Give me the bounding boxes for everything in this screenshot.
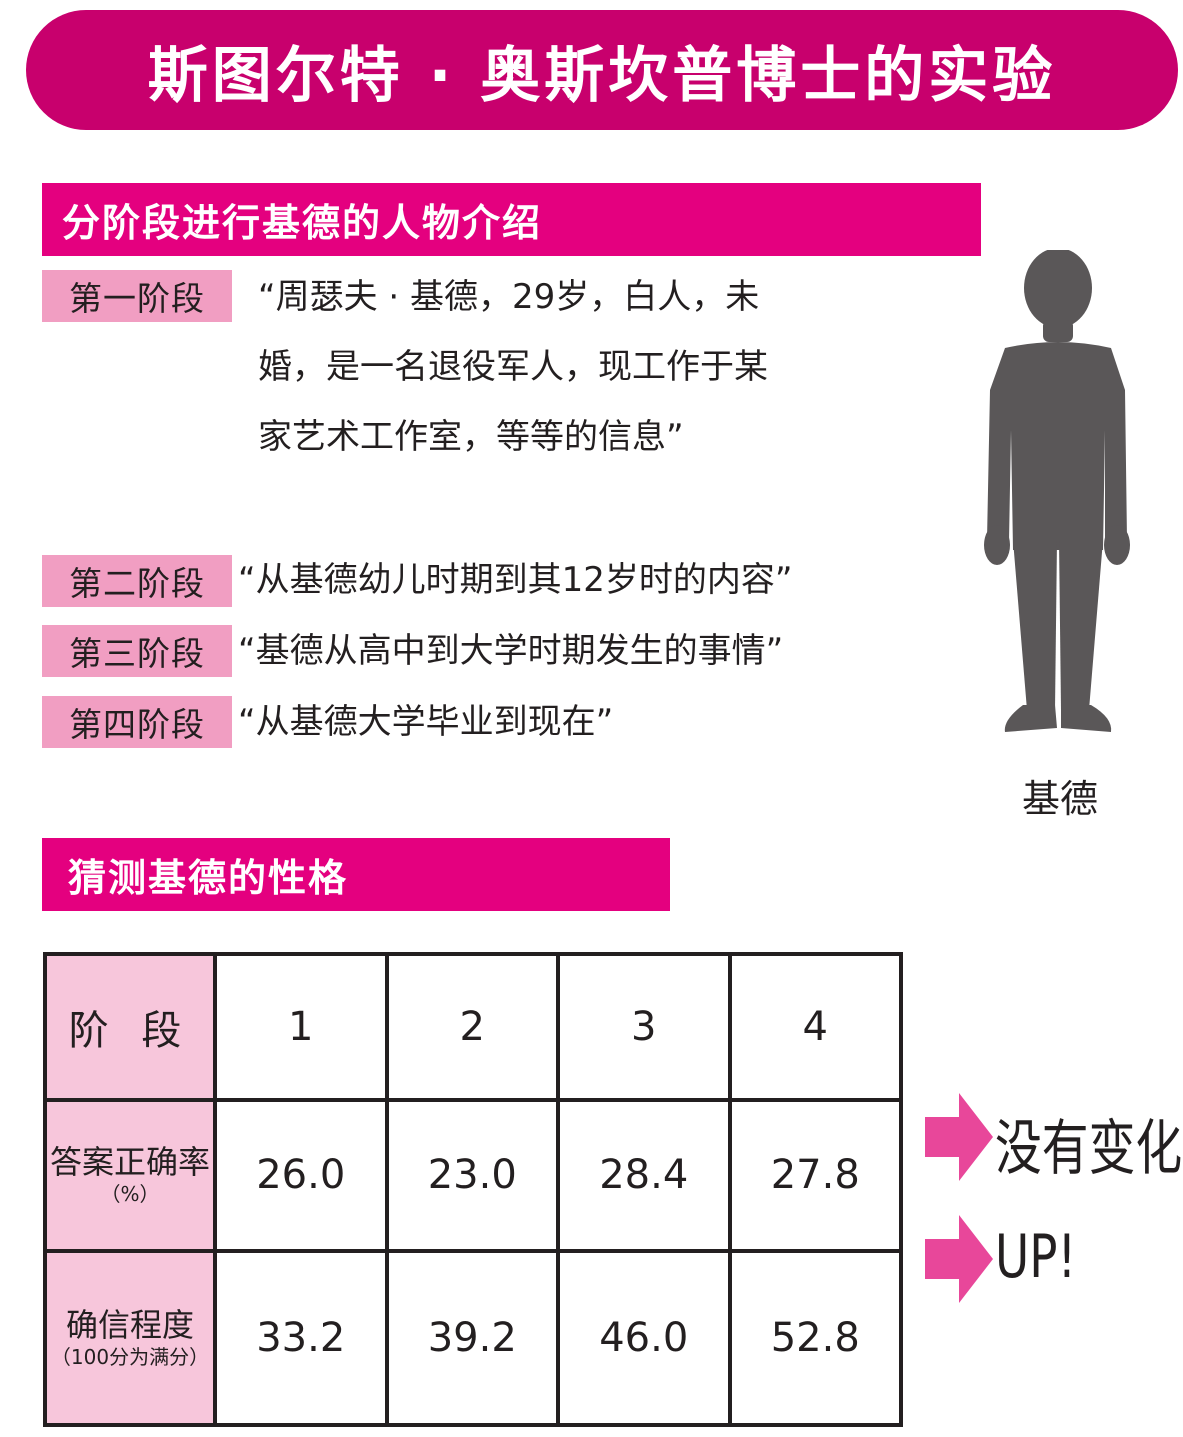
table-cell: 23.0 — [384, 1098, 560, 1253]
person-name: 基德 — [1021, 777, 1098, 821]
column-header: 2 — [384, 951, 560, 1103]
table-cell: 28.4 — [556, 1098, 732, 1253]
column-header: 1 — [213, 951, 389, 1103]
row-label-cell: 答案正确率 （%） — [43, 1098, 217, 1253]
stage-label-1: 第一阶段 — [42, 270, 232, 322]
column-header: 4 — [727, 951, 903, 1103]
row-label: 答案正确率 — [49, 1143, 210, 1182]
column-header: 3 — [556, 951, 732, 1103]
row-label-cell: 确信程度 （100分为满分） — [43, 1248, 217, 1428]
arrow-right-icon — [925, 1093, 993, 1181]
stage-label-2: 第二阶段 — [42, 555, 232, 607]
stage-text-1: “周瑟夫 · 基德，29岁，白人，未婚，是一名退役军人，现工作于某家艺术工作室，… — [258, 277, 768, 457]
table-row: 确信程度 （100分为满分） 33.2 39.2 46.0 52.8 — [43, 1248, 903, 1428]
table-cell: 46.0 — [556, 1248, 732, 1428]
table-cell: 52.8 — [727, 1248, 903, 1428]
header-stage-label: 阶 段 — [68, 1008, 192, 1055]
table-cell: 33.2 — [213, 1248, 389, 1428]
table-row: 答案正确率 （%） 26.0 23.0 28.4 27.8 — [43, 1098, 903, 1253]
page-title: 斯图尔特 · 奥斯坎普博士的实验 — [147, 40, 1057, 111]
row-sublabel: （100分为满分） — [50, 1344, 210, 1369]
annotation-no-change: 没有变化 — [995, 1114, 1183, 1184]
header-stage-cell: 阶 段 — [43, 951, 217, 1103]
table-header-row: 阶 段 1 2 3 4 — [43, 951, 903, 1103]
row-sublabel: （%） — [100, 1182, 160, 1207]
stage-label-4: 第四阶段 — [42, 696, 232, 748]
stage-label-3: 第三阶段 — [42, 625, 232, 677]
title-banner: 斯图尔特 · 奥斯坎普博士的实验 — [26, 10, 1178, 130]
stage-text-3: “基德从高中到大学时期发生的事情” — [238, 631, 784, 671]
annotation-up: UP! — [995, 1222, 1077, 1292]
section-heading-intro: 分阶段进行基德的人物介绍 — [42, 183, 981, 256]
table-cell: 26.0 — [213, 1098, 389, 1253]
stage-text-4: “从基德大学毕业到现在” — [238, 702, 614, 742]
person-silhouette-icon — [984, 250, 1130, 732]
table-cell: 39.2 — [384, 1248, 560, 1428]
stage-text-2: “从基德幼儿时期到其12岁时的内容” — [238, 560, 793, 600]
arrow-right-icon — [925, 1215, 993, 1303]
table-cell: 27.8 — [727, 1098, 903, 1253]
row-label: 确信程度 — [65, 1305, 194, 1344]
results-table: 阶 段 1 2 3 4 答案正确率 （%） 26.0 23.0 28.4 27.… — [43, 951, 903, 1428]
section-heading-guess: 猜测基德的性格 — [42, 838, 670, 911]
